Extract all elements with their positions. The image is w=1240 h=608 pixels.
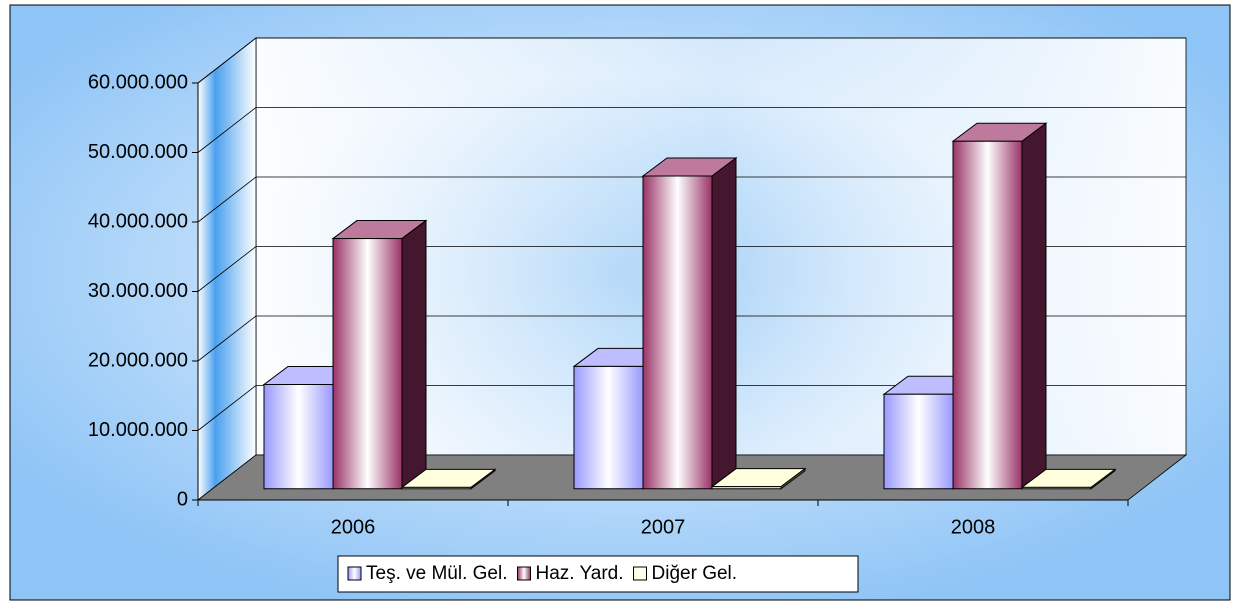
bar-front <box>1021 486 1092 490</box>
bar-front <box>263 384 334 490</box>
bar-front <box>401 486 472 490</box>
side-grid-line <box>197 246 257 292</box>
legend-label: Teş. ve Mül. Gel. <box>366 563 508 584</box>
bar-front <box>573 365 644 490</box>
bar <box>331 219 428 490</box>
labels: 0 10.000.000 20.000.000 30.000.000 40.000.00… <box>88 71 1129 538</box>
y-tick-label: 0 <box>177 488 188 510</box>
y-tick-label: 20.000.000 <box>88 349 188 371</box>
x-tick-label: 2008 <box>951 516 996 538</box>
side-grid-line <box>197 385 257 431</box>
bar <box>400 468 497 490</box>
bar-side <box>711 157 737 490</box>
bar-front <box>883 393 954 490</box>
bar <box>1020 468 1117 490</box>
legend-items: Teş. ve Mül. Gel. Haz. Yard. Diğer Gel. <box>347 563 738 584</box>
bar <box>951 122 1048 490</box>
x-tick-label: 2007 <box>641 516 686 538</box>
y-tick-label: 10.000.000 <box>88 419 188 441</box>
y-tick-label: 30.000.000 <box>88 280 188 302</box>
legend-label: Diğer Gel. <box>652 563 738 584</box>
legend-label: Haz. Yard. <box>536 563 624 584</box>
side-grid-line <box>197 37 257 84</box>
legend-swatch <box>347 566 362 581</box>
y-tick-label: 40.000.000 <box>88 210 188 232</box>
side-grid-line <box>197 315 257 362</box>
bar-side <box>1021 122 1047 490</box>
bar <box>710 467 807 490</box>
side-grid-line <box>197 107 257 153</box>
bar-front <box>952 140 1023 490</box>
bar-front <box>332 238 403 490</box>
legend <box>337 555 859 593</box>
bar-front <box>642 175 713 490</box>
y-tick-label: 60.000.000 <box>88 71 188 93</box>
side-grid-line <box>197 176 257 223</box>
bar <box>641 157 738 490</box>
x-tick-label: 2006 <box>331 516 376 538</box>
y-tick-label: 50.000.000 <box>88 141 188 163</box>
bars <box>262 122 1117 490</box>
bar-side <box>401 219 427 490</box>
legend-swatch <box>633 566 648 581</box>
legend-swatch <box>517 566 531 581</box>
bar-front <box>711 486 782 490</box>
